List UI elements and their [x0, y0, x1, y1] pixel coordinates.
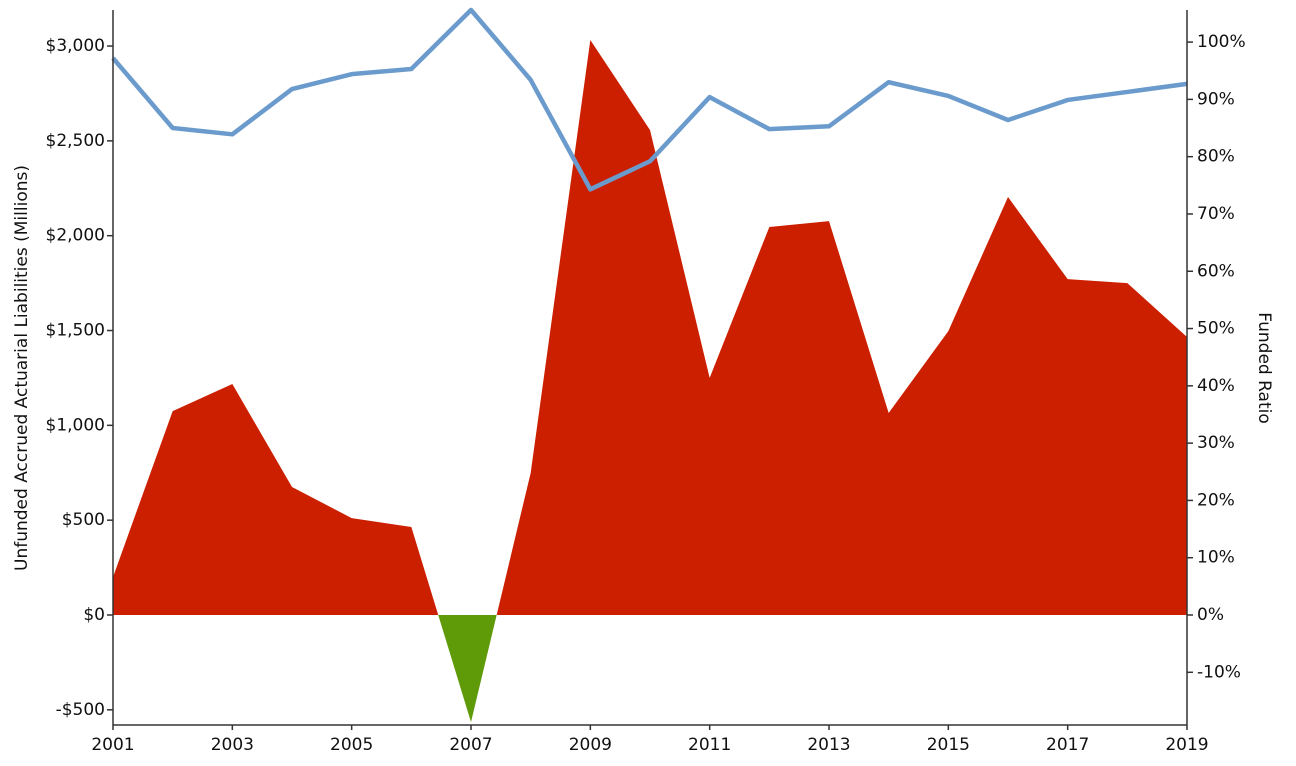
y-tick-label: $3,000 — [46, 36, 105, 56]
x-tick-label: 2013 — [807, 735, 850, 755]
y2-tick-label: 20% — [1197, 490, 1235, 510]
y-tick-label: $1,000 — [46, 415, 105, 435]
x-tick-label: 2007 — [449, 735, 492, 755]
y-tick-label: $1,500 — [46, 321, 105, 341]
y-tick-label: $2,500 — [46, 131, 105, 151]
x-tick-label: 2017 — [1046, 735, 1089, 755]
x-tick-label: 2009 — [569, 735, 612, 755]
x-tick-label: 2019 — [1165, 735, 1208, 755]
y2-tick-label: 30% — [1197, 433, 1235, 453]
x-tick-label: 2003 — [211, 735, 254, 755]
y2-axis-title: Funded Ratio — [1254, 312, 1274, 424]
y2-tick-label: 60% — [1197, 261, 1235, 281]
y2-tick-label: 0% — [1197, 605, 1224, 625]
y-axis-title: Unfunded Accrued Actuarial Liabilities (… — [12, 165, 32, 571]
y2-tick-label: 50% — [1197, 319, 1235, 339]
y-tick-label: -$500 — [56, 700, 105, 720]
x-tick-label: 2011 — [688, 735, 731, 755]
y2-tick-label: 90% — [1197, 89, 1235, 109]
y-tick-label: $0 — [83, 605, 105, 625]
y-tick-label: $500 — [62, 510, 105, 530]
line — [111, 7, 1188, 192]
x-tick-label: 2001 — [91, 735, 134, 755]
y2-tick-label: 10% — [1197, 548, 1235, 568]
y2-tick-label: 100% — [1197, 32, 1246, 52]
x-tick-label: 2015 — [927, 735, 970, 755]
y2-tick-label: 80% — [1197, 147, 1235, 167]
x-tick-label: 2005 — [330, 735, 373, 755]
y2-tick-label: -10% — [1197, 662, 1241, 682]
y2-tick-label: 70% — [1197, 204, 1235, 224]
area — [113, 39, 1187, 723]
y2-tick-label: 40% — [1197, 376, 1235, 396]
y-tick-label: $2,000 — [46, 226, 105, 246]
